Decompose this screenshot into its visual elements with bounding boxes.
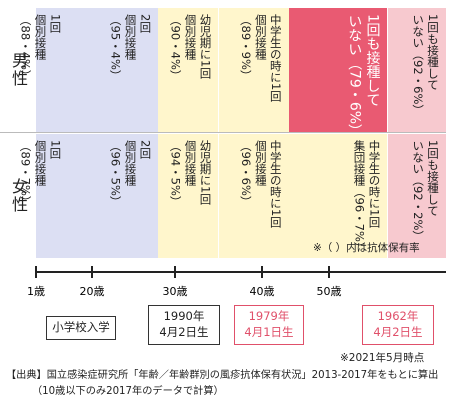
segment-female-1: 2回 個別接種 （96・5%） — [68, 134, 159, 258]
axis-tick-label-1: 20歳 — [80, 285, 105, 298]
date-note: ※2021年5月時点 — [340, 352, 425, 364]
axis-tick-label-2: 30歳 — [163, 285, 188, 298]
segment-text-female-0: 1回 個別接種 （89・7%） — [18, 140, 63, 208]
segment-text-female-1: 2回 個別接種 （96・5%） — [108, 140, 153, 208]
segment-male-0: 1回 個別接種 （88・4%） — [19, 8, 69, 132]
segment-text-male-3: 中学生の時に1回 個別接種 （89・9%） — [238, 14, 283, 102]
milestone-1962: 1962年 4月2日生 — [362, 305, 434, 345]
segment-text-male-1: 2回 個別接種 （95・4%） — [108, 14, 153, 82]
axis-tick-label-0: 1歳 — [27, 285, 45, 298]
axis-tick-label-3: 40歳 — [250, 285, 275, 298]
segment-text-female-5: 1回も接種して いない（92・2%） — [411, 140, 440, 242]
segment-text-female-2: 幼児期に1回 個別接種 （94・5%） — [168, 140, 213, 208]
segment-male-1: 2回 個別接種 （95・4%） — [68, 8, 159, 132]
source-line-1: 【出典】国立感染症研究所「年齢／年齢群別の風疹抗体保有状況」2013-2017年… — [6, 370, 439, 381]
segment-text-male-0: 1回 個別接種 （88・4%） — [18, 14, 63, 82]
row-label-female: 女性 — [9, 178, 28, 214]
segment-text-female-3: 中学生の時に1回 個別接種 （96・6%） — [238, 140, 283, 228]
milestone-elementary-entry: 小学校入学 — [46, 316, 116, 340]
segment-male-2: 幼児期に1回 個別接種 （90・4%） — [158, 8, 219, 132]
segment-text-male-5: 1回も接種して いない（92・6%） — [411, 14, 440, 116]
age-axis: 1歳 20歳 30歳 40歳 50歳 — [27, 266, 446, 298]
parenthesis-note: ※（ ）内は抗体保有率 — [313, 242, 420, 254]
segment-text-male-4: 1回も接種して いない（79・6%） — [346, 14, 381, 139]
row-label-male: 男性 — [9, 52, 28, 88]
segment-text-male-2: 幼児期に1回 個別接種 （90・4%） — [168, 14, 213, 82]
milestone-1990: 1990年 4月2日生 — [148, 305, 220, 345]
segment-female-0: 1回 個別接種 （89・7%） — [19, 134, 69, 258]
source-line-2: （10歳以下のみ2017年のデータで計算） — [32, 386, 224, 397]
segment-female-3: 中学生の時に1回 個別接種 （96・6%） — [218, 134, 289, 258]
row-divider — [0, 132, 446, 133]
segment-male-5: 1回も接種して いない（92・6%） — [387, 8, 446, 132]
milestone-1979: 1979年 4月1日生 — [234, 305, 304, 345]
segment-female-4: 中学生の時に1回 集団接種（96・7%） — [288, 134, 388, 258]
segment-female-2: 幼児期に1回 個別接種 （94・5%） — [158, 134, 219, 258]
segment-text-female-4: 中学生の時に1回 集団接種（96・7%） — [352, 140, 382, 254]
segment-male-3: 中学生の時に1回 個別接種 （89・9%） — [218, 8, 289, 132]
segment-male-4: 1回も接種して いない（79・6%） — [288, 8, 388, 138]
axis-tick-label-4: 50歳 — [317, 285, 342, 298]
segment-female-5: 1回も接種して いない（92・2%） — [387, 134, 446, 258]
